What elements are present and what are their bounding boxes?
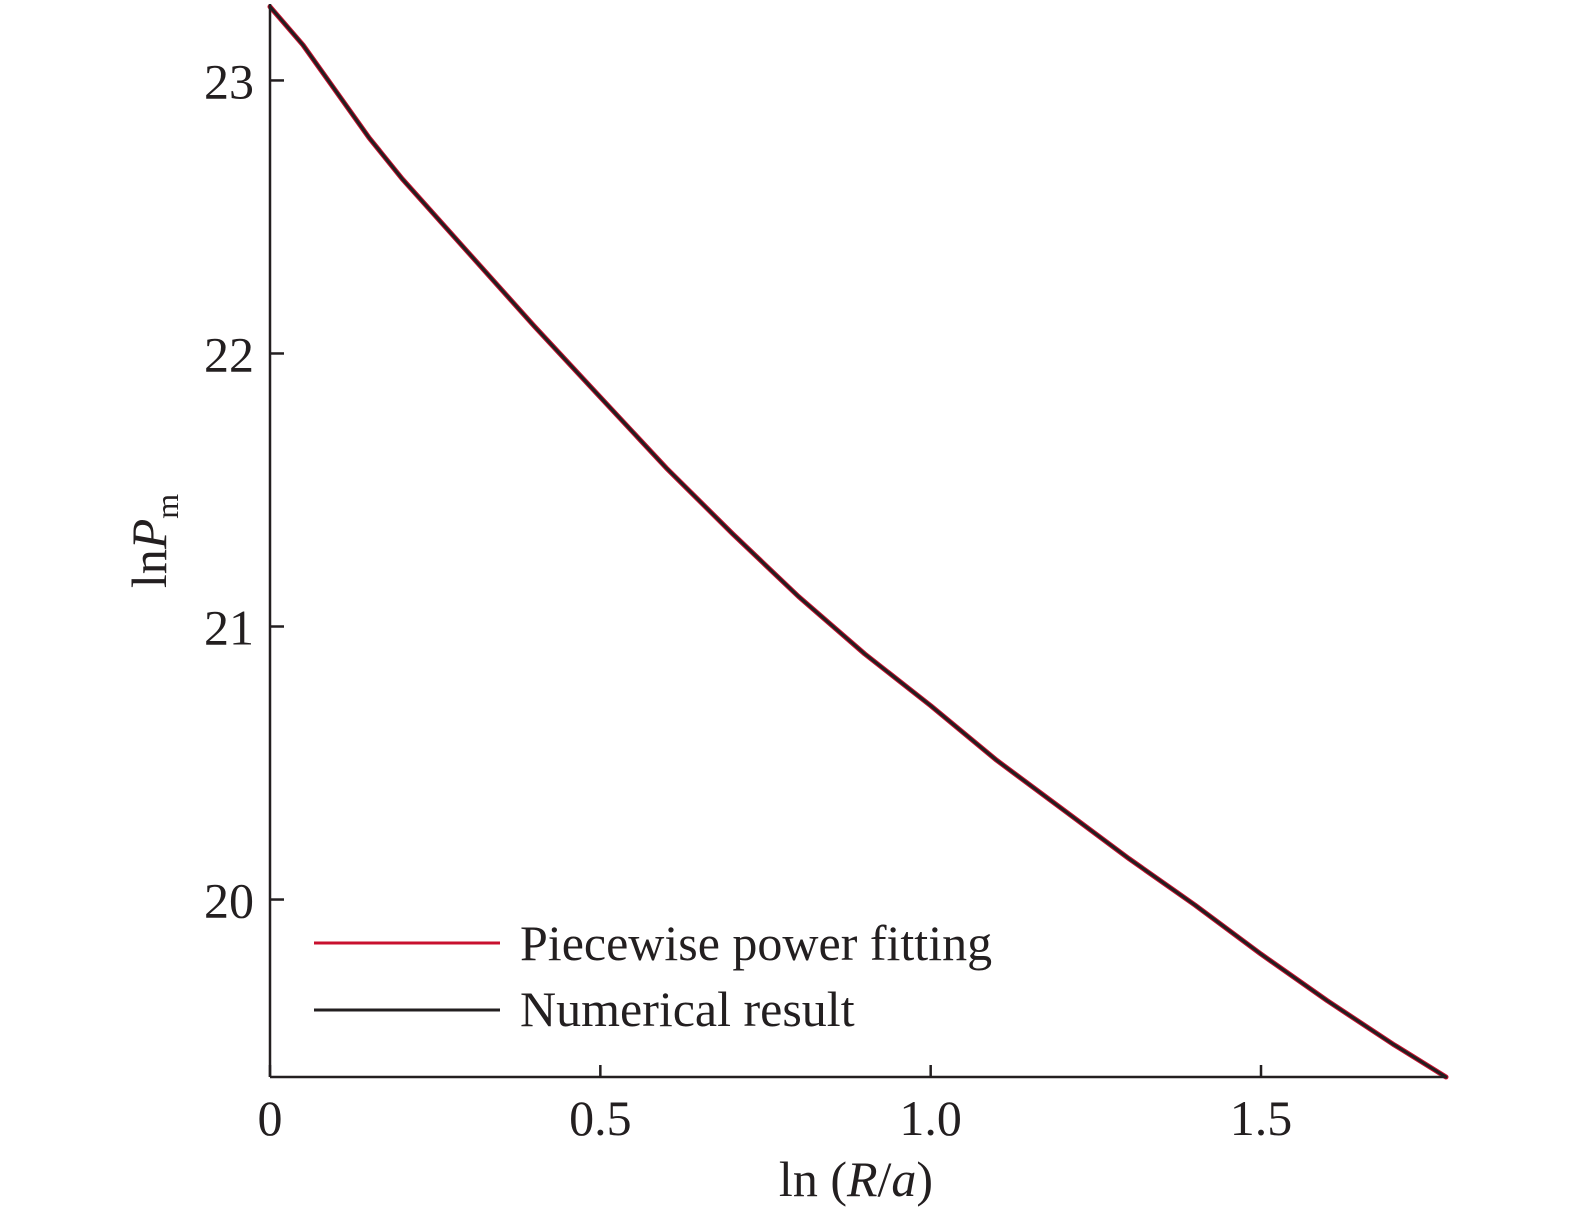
y-tick-label: 20 (204, 873, 254, 929)
y-tick-label: 23 (204, 53, 254, 109)
x-tick-label: 1.0 (899, 1090, 962, 1146)
legend: Piecewise power fitting Numerical result (314, 915, 992, 1037)
x-tick-label: 0 (258, 1090, 283, 1146)
legend-label-piecewise: Piecewise power fitting (520, 915, 992, 971)
y-axis-title: lnPm (121, 494, 185, 588)
ticks: 0 0.5 1.0 1.5 20 21 22 23 (204, 53, 1292, 1146)
y-tick-label: 21 (204, 600, 254, 656)
x-tick-label: 0.5 (569, 1090, 632, 1146)
legend-label-numerical: Numerical result (520, 981, 855, 1037)
x-tick-label: 1.5 (1230, 1090, 1293, 1146)
series-line-1 (268, 5, 1448, 1079)
x-axis-title: ln (R/a) (779, 1151, 933, 1207)
series-layer (267, 4, 1449, 1080)
y-tick-label: 22 (204, 326, 254, 382)
